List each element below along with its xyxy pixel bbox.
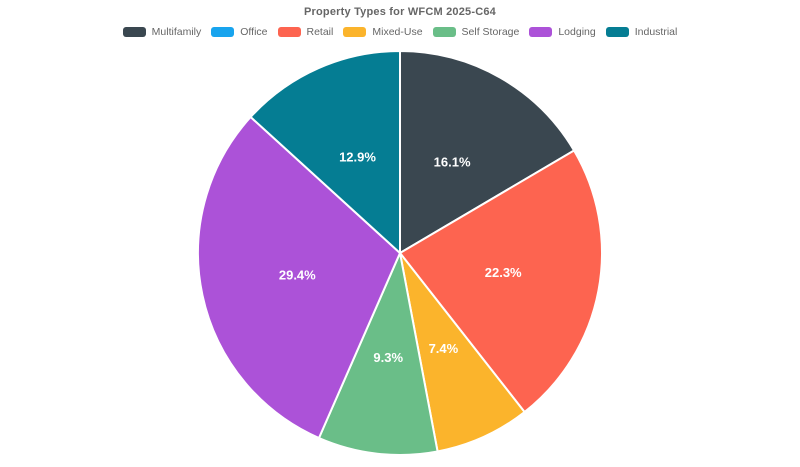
legend-swatch xyxy=(529,27,553,37)
pie-slice-mixed-use[interactable] xyxy=(399,252,526,453)
legend-swatch xyxy=(343,27,367,37)
legend-item-office[interactable]: Office xyxy=(211,26,268,38)
legend-item-lodging[interactable]: Lodging xyxy=(529,26,596,38)
legend-swatch xyxy=(605,27,629,37)
pie-slice-industrial[interactable] xyxy=(249,50,401,254)
legend-label: Office xyxy=(240,26,268,38)
legend-swatch xyxy=(432,27,456,37)
legend-label: Lodging xyxy=(558,26,596,38)
legend-swatch xyxy=(211,27,235,37)
legend-item-industrial[interactable]: Industrial xyxy=(605,26,678,38)
legend-item-mixed-use[interactable]: Mixed-Use xyxy=(343,26,423,38)
legend-label: Multifamily xyxy=(151,26,202,38)
chart-title: Property Types for WFCM 2025-C64 xyxy=(303,6,497,18)
pie-slice-self-storage[interactable] xyxy=(317,252,439,456)
pie-slice-lodging[interactable] xyxy=(197,116,401,440)
pie-slice-retail[interactable] xyxy=(399,149,603,414)
pie-slice-multifamily[interactable] xyxy=(399,50,576,254)
legend-item-multifamily[interactable]: Multifamily xyxy=(122,26,202,38)
legend-label: Retail xyxy=(306,26,334,38)
legend-label: Mixed-Use xyxy=(372,26,423,38)
legend-swatch xyxy=(277,27,301,37)
legend-swatch xyxy=(122,27,146,37)
legend-item-retail[interactable]: Retail xyxy=(277,26,334,38)
legend-label: Industrial xyxy=(634,26,678,38)
legend-item-self-storage[interactable]: Self Storage xyxy=(432,26,520,38)
legend-label: Self Storage xyxy=(461,26,520,38)
legend: Multifamily Office Retail Mixed-Use Self Sto… xyxy=(0,26,800,38)
